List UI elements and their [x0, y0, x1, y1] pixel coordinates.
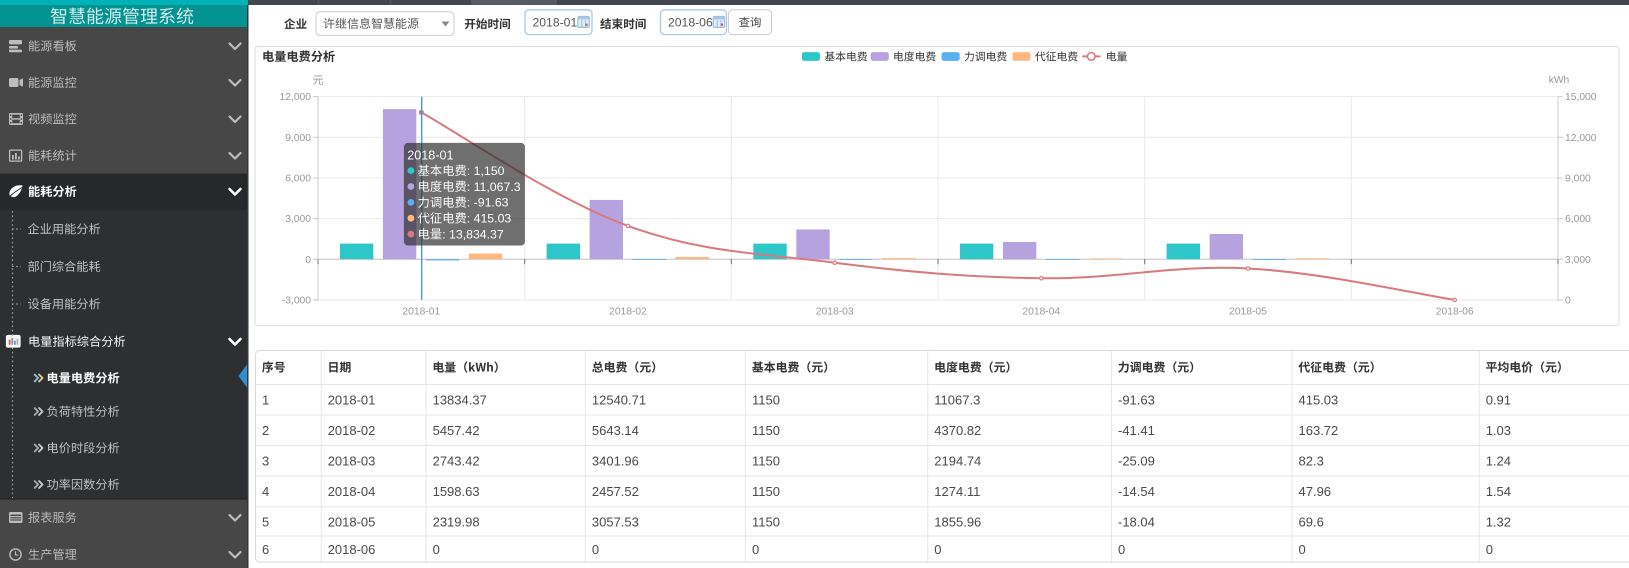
svg-text:12,000: 12,000 — [280, 92, 312, 103]
svg-text:1274.11: 1274.11 — [934, 484, 980, 499]
svg-text:-91.63: -91.63 — [1118, 392, 1155, 407]
svg-text:1.24: 1.24 — [1486, 453, 1511, 468]
svg-text:: 1,150: : 1,150 — [467, 164, 505, 178]
svg-text:1.03: 1.03 — [1486, 423, 1511, 438]
svg-text:1: 1 — [262, 392, 269, 407]
svg-text:2018-05: 2018-05 — [328, 514, 376, 529]
svg-text:1150: 1150 — [752, 514, 780, 529]
svg-text:6: 6 — [262, 542, 269, 557]
svg-text:2018-01: 2018-01 — [402, 306, 440, 317]
svg-text:kWh: kWh — [1549, 75, 1570, 86]
svg-text:4: 4 — [262, 484, 269, 499]
svg-text:1.32: 1.32 — [1486, 514, 1511, 529]
svg-text:0: 0 — [1118, 542, 1125, 557]
svg-text:9,000: 9,000 — [1565, 174, 1591, 185]
svg-text:-14.54: -14.54 — [1118, 484, 1155, 499]
svg-text:5: 5 — [262, 514, 269, 529]
svg-text:47.96: 47.96 — [1299, 484, 1332, 499]
svg-text:2018-03: 2018-03 — [328, 453, 376, 468]
svg-text:-18.04: -18.04 — [1118, 514, 1155, 529]
svg-text:2018-01: 2018-01 — [407, 149, 453, 163]
svg-text:2: 2 — [262, 423, 269, 438]
svg-text:5457.42: 5457.42 — [433, 423, 480, 438]
svg-text:415.03: 415.03 — [1299, 392, 1339, 407]
svg-text:-41.41: -41.41 — [1118, 423, 1155, 438]
svg-text:2743.42: 2743.42 — [433, 453, 480, 468]
svg-text:0: 0 — [305, 255, 311, 266]
svg-text:4370.82: 4370.82 — [934, 423, 981, 438]
svg-text:-25.09: -25.09 — [1118, 453, 1155, 468]
svg-text:6,000: 6,000 — [1565, 214, 1591, 225]
svg-text:11067.3: 11067.3 — [934, 392, 980, 407]
svg-text:1150: 1150 — [752, 484, 780, 499]
svg-text:13834.37: 13834.37 — [433, 392, 487, 407]
svg-text:0: 0 — [1299, 542, 1306, 557]
svg-text:2018-06: 2018-06 — [328, 542, 376, 557]
svg-text:5643.14: 5643.14 — [592, 423, 639, 438]
svg-text:: 13,834.37: : 13,834.37 — [442, 227, 504, 241]
svg-text:2018-06: 2018-06 — [1436, 306, 1474, 317]
svg-text:6,000: 6,000 — [285, 174, 311, 185]
svg-text:1150: 1150 — [752, 392, 780, 407]
svg-text:69.6: 69.6 — [1299, 514, 1324, 529]
svg-text:2018-04: 2018-04 — [1022, 306, 1060, 317]
svg-text:12540.71: 12540.71 — [592, 392, 646, 407]
svg-text:3: 3 — [262, 453, 269, 468]
svg-text:0: 0 — [1486, 542, 1493, 557]
svg-text:: 415.03: : 415.03 — [467, 212, 512, 226]
svg-text:1150: 1150 — [752, 423, 780, 438]
svg-text:1855.96: 1855.96 — [934, 514, 981, 529]
svg-text:3,000: 3,000 — [1565, 255, 1591, 266]
svg-text:0: 0 — [934, 542, 941, 557]
svg-text:2018-01: 2018-01 — [533, 16, 578, 30]
svg-text:: 11,067.3: : 11,067.3 — [467, 180, 521, 194]
svg-text:163.72: 163.72 — [1299, 423, 1339, 438]
svg-text:3,000: 3,000 — [285, 214, 311, 225]
svg-text:0: 0 — [752, 542, 759, 557]
svg-text:15,000: 15,000 — [1565, 92, 1597, 103]
svg-text:82.3: 82.3 — [1299, 453, 1324, 468]
svg-text:1598.63: 1598.63 — [433, 484, 480, 499]
svg-text:2018-05: 2018-05 — [1229, 306, 1267, 317]
svg-text:0: 0 — [592, 542, 599, 557]
svg-text:3401.96: 3401.96 — [592, 453, 639, 468]
svg-text:12,000: 12,000 — [1565, 133, 1597, 144]
svg-text:: -91.63: : -91.63 — [467, 196, 509, 210]
svg-text:0: 0 — [433, 542, 440, 557]
svg-text:1.54: 1.54 — [1486, 484, 1511, 499]
svg-text:-3,000: -3,000 — [282, 296, 311, 307]
svg-text:9,000: 9,000 — [285, 133, 311, 144]
svg-text:2018-01: 2018-01 — [328, 392, 376, 407]
svg-text:3057.53: 3057.53 — [592, 514, 639, 529]
svg-text:1150: 1150 — [752, 453, 780, 468]
svg-text:2457.52: 2457.52 — [592, 484, 639, 499]
svg-text:2018-06: 2018-06 — [668, 16, 713, 30]
svg-text:2018-02: 2018-02 — [609, 306, 647, 317]
svg-text:2018-04: 2018-04 — [328, 484, 376, 499]
svg-text:2194.74: 2194.74 — [934, 453, 981, 468]
svg-text:0.91: 0.91 — [1486, 392, 1511, 407]
svg-text:2319.98: 2319.98 — [433, 514, 480, 529]
svg-text:2018-03: 2018-03 — [816, 306, 854, 317]
svg-text:0: 0 — [1565, 296, 1571, 307]
svg-text:2018-02: 2018-02 — [328, 423, 376, 438]
